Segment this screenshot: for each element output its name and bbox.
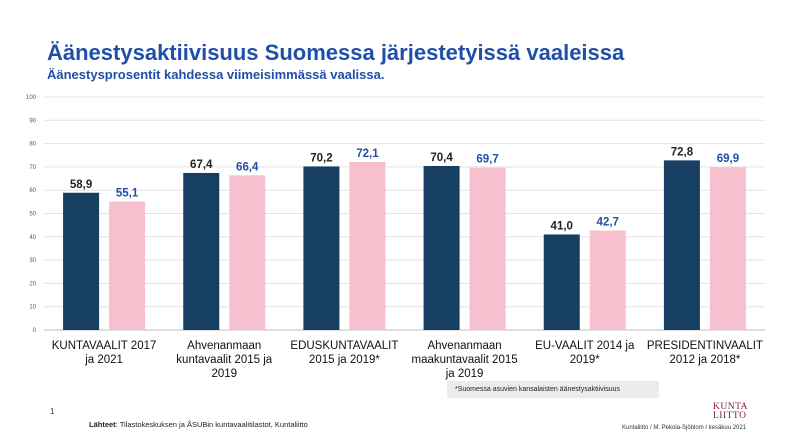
bar-series-2 (109, 201, 146, 330)
y-tick-label: 0 (33, 328, 37, 334)
x-category-label: 2015 ja 2019* (309, 354, 381, 366)
page-number: 1 (50, 407, 55, 416)
x-category-label: 2019 (211, 368, 237, 380)
x-category-label: Ahvenanmaan (427, 340, 501, 352)
y-tick-label: 50 (29, 212, 36, 218)
source-text: : Tilastokeskuksen ja ÅSUBin kuntavaalit… (115, 420, 308, 429)
chart-title: Äänestysaktiivisuus Suomessa järjestetyi… (47, 40, 625, 65)
x-category-label: PRESIDENTINVAALIT (647, 340, 763, 352)
source-label: Lähteet (89, 420, 116, 429)
x-category-label: ja 2021 (84, 354, 123, 366)
y-tick-label: 20 (29, 281, 36, 287)
footnote: *Suomessa asuvien kansalaisten äänestysa… (447, 381, 659, 398)
y-tick-label: 10 (29, 305, 36, 311)
bar-series-1 (183, 172, 220, 330)
x-category-label: kuntavaalit 2015 ja (176, 354, 273, 366)
bar-series-1 (663, 160, 700, 330)
kuntaliitto-logo: KUNTA LIITTO (713, 402, 759, 421)
bar-series-1 (423, 165, 460, 330)
bar-series-2 (589, 230, 626, 330)
x-category-label: 2012 ja 2018* (669, 354, 741, 366)
data-label: 70,2 (310, 152, 332, 164)
x-category-label: Ahvenanmaan (187, 340, 261, 352)
data-label: 69,7 (476, 154, 498, 166)
x-category-label: EU-VAALIT 2014 ja (535, 340, 635, 352)
y-tick-label: 30 (29, 258, 36, 264)
logo-line-1: KUNTA (713, 402, 748, 412)
chart-subtitle: Äänestysprosentit kahdessa viimeisimmäss… (47, 67, 385, 82)
credit-line: Kuntaliitto / M. Pekola-Sjöblom / kesäku… (622, 425, 747, 431)
data-label: 55,1 (116, 188, 139, 200)
bar-series-2 (709, 167, 746, 330)
data-label: 58,9 (70, 179, 92, 191)
data-label: 72,8 (671, 146, 694, 158)
y-tick-label: 100 (26, 95, 37, 101)
data-label: 66,4 (236, 161, 259, 173)
y-tick-label: 40 (29, 235, 36, 241)
x-category-label: EDUSKUNTAVAALIT (290, 340, 398, 352)
x-category-label: 2019* (570, 354, 601, 366)
bar-series-1 (63, 192, 100, 330)
data-label: 72,1 (356, 148, 379, 160)
source-note: Lähteet: Tilastokeskuksen ja ÅSUBin kunt… (89, 420, 308, 429)
bar-series-1 (543, 234, 580, 330)
data-label: 42,7 (597, 217, 619, 229)
x-category-label: KUNTAVAALIT 2017 (52, 340, 157, 352)
x-category-label: ja 2019 (445, 368, 484, 380)
bar-series-2 (349, 162, 386, 330)
bar-series-1 (303, 166, 340, 330)
x-category-label: maakuntavaalit 2015 (412, 354, 518, 366)
bar-series-2 (229, 175, 266, 330)
data-label: 41,0 (551, 220, 573, 232)
bar-series-2 (469, 167, 506, 330)
y-tick-label: 70 (29, 165, 36, 171)
data-label: 69,9 (717, 153, 739, 165)
data-label: 70,4 (430, 152, 453, 164)
y-tick-label: 90 (29, 118, 36, 124)
logo-line-2: LIITTO (713, 411, 747, 421)
y-tick-label: 60 (29, 188, 36, 194)
data-label: 67,4 (190, 159, 213, 171)
y-tick-label: 80 (29, 142, 36, 148)
